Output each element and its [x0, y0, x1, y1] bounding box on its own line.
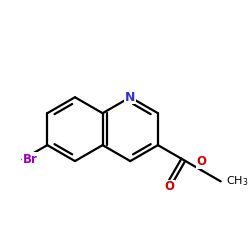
Text: O: O [196, 155, 206, 168]
Text: O: O [164, 180, 174, 193]
Text: Br: Br [22, 153, 37, 166]
Text: CH$_3$: CH$_3$ [226, 174, 248, 188]
Text: N: N [125, 91, 136, 104]
